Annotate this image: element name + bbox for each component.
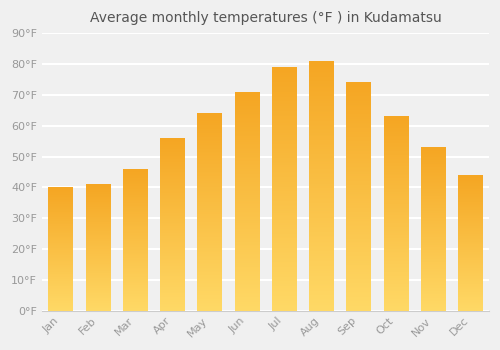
Title: Average monthly temperatures (°F ) in Kudamatsu: Average monthly temperatures (°F ) in Ku… bbox=[90, 11, 442, 25]
